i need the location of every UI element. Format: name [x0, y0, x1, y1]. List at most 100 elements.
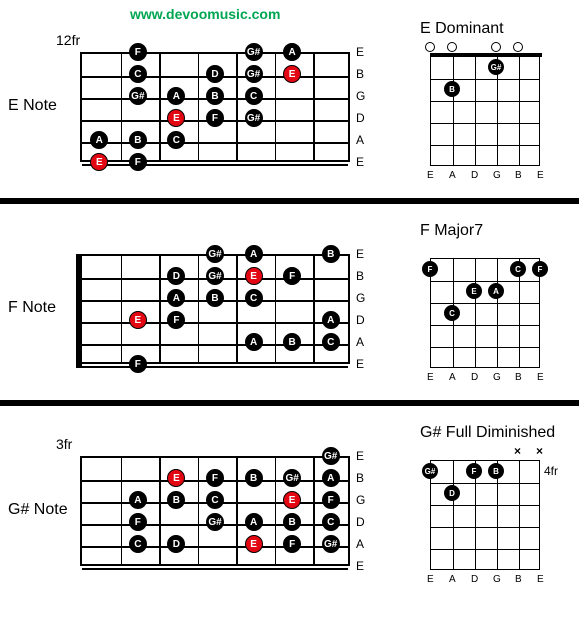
string-name: A: [356, 133, 364, 147]
scale-note: B: [206, 87, 224, 105]
chord-diagram: [430, 56, 540, 166]
scale-note: C: [206, 491, 224, 509]
scale-note: E: [90, 153, 108, 171]
chord-note: B: [488, 463, 504, 479]
chord-title: G# Full Diminished: [420, 424, 555, 442]
scale-note: G#: [129, 87, 147, 105]
mute-string-marker: ×: [514, 444, 521, 458]
scale-note: G#: [322, 447, 340, 465]
scale-note: A: [245, 245, 263, 263]
scale-note: B: [206, 289, 224, 307]
scale-note: C: [245, 289, 263, 307]
scale-note: E: [283, 491, 301, 509]
scale-note: A: [283, 43, 301, 61]
chord-diagram: [430, 460, 540, 570]
chord-string-name: E: [427, 574, 434, 585]
chord-string-name: E: [427, 372, 434, 383]
string-name: G: [356, 291, 365, 305]
scale-note: B: [283, 513, 301, 531]
scale-note: E: [245, 535, 263, 553]
string-name: E: [356, 45, 364, 59]
section-separator: [0, 198, 579, 204]
string-name: B: [356, 471, 364, 485]
string-name: E: [356, 247, 364, 261]
scale-note: D: [206, 65, 224, 83]
chord-note: F: [466, 463, 482, 479]
fret-marker: 12fr: [56, 32, 80, 48]
chord-title: E Dominant: [420, 20, 504, 38]
open-string-marker: [425, 42, 435, 52]
scale-note: C: [129, 535, 147, 553]
chord-string-name: A: [449, 170, 456, 181]
scale-note: B: [283, 333, 301, 351]
string-name: D: [356, 313, 365, 327]
scale-note: F: [206, 469, 224, 487]
scale-note: F: [129, 153, 147, 171]
string-name: G: [356, 493, 365, 507]
chord-note: G#: [422, 463, 438, 479]
chord-string-name: B: [515, 170, 522, 181]
string-name: D: [356, 515, 365, 529]
chord-string-name: E: [537, 170, 544, 181]
chord-string-name: D: [471, 372, 478, 383]
scale-note: G#: [206, 513, 224, 531]
scale-note: C: [245, 87, 263, 105]
string-name: E: [356, 559, 364, 573]
scale-note: G#: [245, 109, 263, 127]
string-name: A: [356, 537, 364, 551]
scale-note: E: [283, 65, 301, 83]
string-name: B: [356, 269, 364, 283]
scale-note: F: [283, 535, 301, 553]
string-name: E: [356, 449, 364, 463]
chord-note: F: [422, 261, 438, 277]
chord-note: C: [510, 261, 526, 277]
scale-note: B: [322, 245, 340, 263]
chord-fret-marker: 4fr: [544, 464, 558, 478]
website-url: www.devoomusic.com: [130, 6, 280, 22]
scale-note: F: [206, 109, 224, 127]
chord-string-name: D: [471, 574, 478, 585]
chord-note: B: [444, 81, 460, 97]
scale-note: F: [129, 355, 147, 373]
string-name: D: [356, 111, 365, 125]
scale-note: G#: [206, 267, 224, 285]
scale-note: E: [129, 311, 147, 329]
string-name: E: [356, 155, 364, 169]
scale-label: G# Note: [8, 501, 68, 519]
chord-note: D: [444, 485, 460, 501]
open-string-marker: [447, 42, 457, 52]
chord-title: F Major7: [420, 222, 483, 240]
fret-marker: 3fr: [56, 436, 72, 452]
string-name: G: [356, 89, 365, 103]
open-string-marker: [491, 42, 501, 52]
scale-note: G#: [245, 43, 263, 61]
chord-note: G#: [488, 59, 504, 75]
scale-label: F Note: [8, 299, 56, 317]
mute-string-marker: ×: [536, 444, 543, 458]
chord-string-name: E: [537, 574, 544, 585]
string-name: B: [356, 67, 364, 81]
scale-note: A: [322, 311, 340, 329]
scale-note: A: [129, 491, 147, 509]
section-separator: [0, 400, 579, 406]
chord-string-name: E: [537, 372, 544, 383]
scale-note: F: [129, 513, 147, 531]
scale-note: F: [129, 43, 147, 61]
scale-note: C: [129, 65, 147, 83]
chord-string-name: E: [427, 170, 434, 181]
chord-note: E: [466, 283, 482, 299]
scale-note: F: [322, 491, 340, 509]
chord-note: C: [444, 305, 460, 321]
chord-string-name: G: [493, 574, 501, 585]
string-name: E: [356, 357, 364, 371]
scale-note: C: [322, 513, 340, 531]
scale-label: E Note: [8, 97, 57, 115]
chord-string-name: B: [515, 372, 522, 383]
chord-note: A: [488, 283, 504, 299]
scale-note: F: [283, 267, 301, 285]
chord-string-name: B: [515, 574, 522, 585]
chord-string-name: G: [493, 372, 501, 383]
scale-note: E: [245, 267, 263, 285]
chord-string-name: D: [471, 170, 478, 181]
scale-note: G#: [206, 245, 224, 263]
